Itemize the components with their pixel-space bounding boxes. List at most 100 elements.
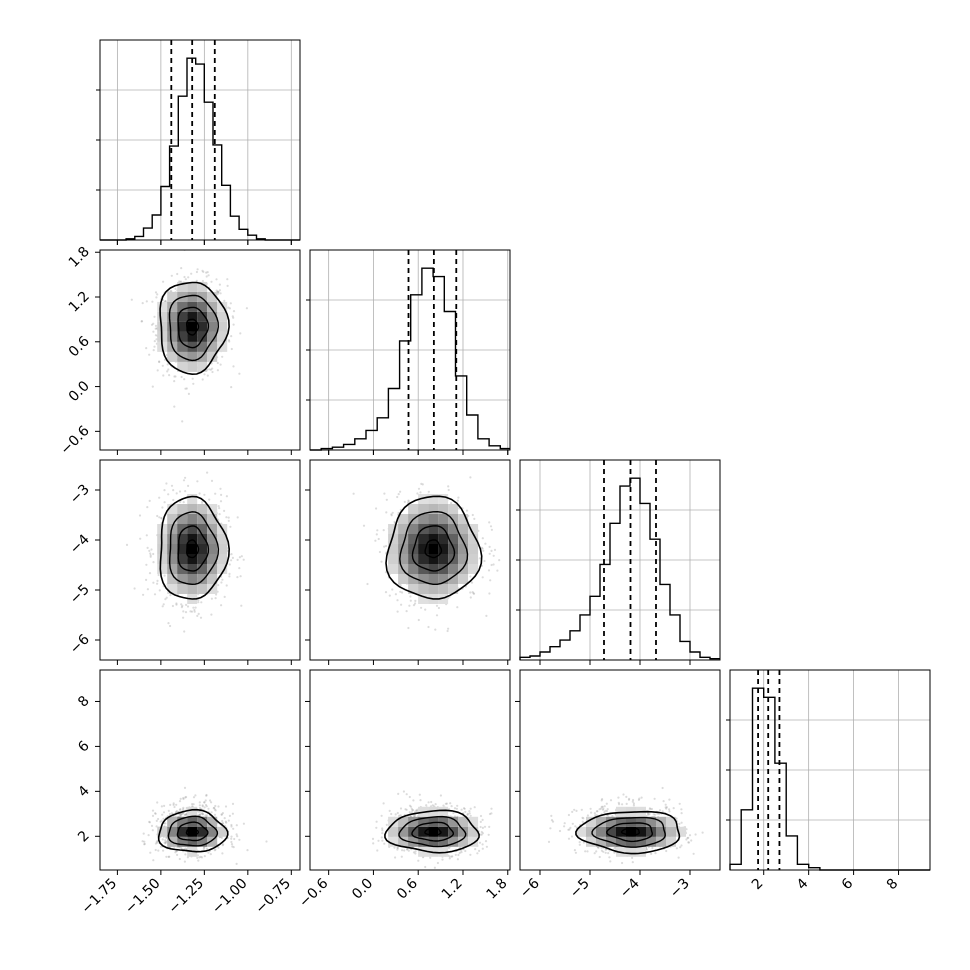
scatter-point <box>192 796 196 799</box>
density-cell <box>408 504 419 514</box>
density-cell <box>177 564 188 574</box>
scatter-point <box>230 823 233 827</box>
scatter-point <box>198 813 201 816</box>
scatter-point <box>158 589 161 592</box>
density-cell <box>448 836 459 847</box>
scatter-point <box>386 454 388 456</box>
scatter-point <box>402 790 405 793</box>
scatter-point <box>175 602 178 605</box>
scatter-point <box>185 795 188 799</box>
density-cell <box>207 826 218 837</box>
scatter-point <box>184 278 187 281</box>
scatter-point <box>381 832 384 835</box>
scatter-point <box>228 575 231 578</box>
scatter-point <box>380 814 383 817</box>
scatter-point <box>201 378 204 381</box>
scatter-point <box>156 579 159 583</box>
scatter-point <box>197 599 200 602</box>
scatter-point <box>152 330 155 333</box>
scatter-point <box>469 476 472 479</box>
scatter-point <box>189 610 192 613</box>
scatter-point <box>476 852 479 855</box>
scatter-point <box>473 517 476 521</box>
density-cell <box>187 361 198 372</box>
density-cell <box>197 826 208 837</box>
scatter-point <box>399 590 402 593</box>
density-cell <box>207 341 218 352</box>
scatter-point <box>156 582 159 585</box>
scatter-point <box>143 843 146 846</box>
scatter-point <box>151 300 154 303</box>
scatter-point <box>167 855 170 859</box>
scatter-point <box>407 849 410 852</box>
scatter-point <box>148 572 152 575</box>
density-cell <box>458 574 469 584</box>
scatter-point <box>414 850 417 853</box>
scatter-point <box>148 820 151 824</box>
scatter-point <box>183 786 187 790</box>
scatter-point <box>481 818 484 822</box>
scatter-point <box>152 552 155 556</box>
scatter-point <box>196 268 199 271</box>
density-cell <box>398 534 409 544</box>
scatter-point <box>469 575 472 578</box>
scatter-point <box>238 567 241 570</box>
scatter-point <box>470 581 474 584</box>
density-cell <box>217 544 228 554</box>
scatter-point <box>457 496 460 499</box>
density-cell <box>398 544 409 554</box>
density-cell <box>177 341 188 352</box>
panel-frame <box>309 459 511 661</box>
scatter-point <box>625 802 628 806</box>
scatter-point <box>169 594 172 597</box>
scatter-point <box>412 851 416 854</box>
scatter-point <box>420 606 423 609</box>
scatter-point <box>378 550 381 554</box>
scatter-point <box>403 849 406 852</box>
scatter-point <box>406 848 409 851</box>
density-cell <box>177 554 188 564</box>
scatter-point <box>442 804 445 807</box>
scatter-point <box>221 822 225 825</box>
scatter-point <box>458 851 461 855</box>
scatter-point <box>154 848 157 852</box>
scatter-point <box>150 548 153 551</box>
density-cell <box>167 321 178 332</box>
scatter-point <box>149 554 152 557</box>
density-cell <box>428 504 439 514</box>
scatter-point <box>148 353 151 356</box>
scatter-point <box>441 454 443 456</box>
density-cell <box>197 321 208 332</box>
scatter-point <box>195 279 198 282</box>
scatter-point <box>473 806 476 809</box>
scatter-point <box>178 857 181 861</box>
contour-2 <box>177 306 210 349</box>
density-cell <box>177 826 188 837</box>
density-cell <box>197 311 208 322</box>
scatter-point <box>162 811 166 814</box>
scatter-point <box>412 799 415 802</box>
scatter-point <box>401 849 404 852</box>
scatter-point <box>181 812 185 815</box>
scatter-point <box>164 300 167 303</box>
scatter-point <box>469 596 472 599</box>
scatter-point <box>658 809 662 812</box>
scatter-point <box>175 850 178 853</box>
scatter-point <box>558 829 562 833</box>
density-cell <box>458 564 469 574</box>
scatter-point <box>411 809 414 812</box>
scatter-point <box>206 271 209 274</box>
density-cell <box>167 301 178 312</box>
scatter-point <box>230 335 233 338</box>
density-cell <box>448 584 459 594</box>
density-cell <box>418 554 429 564</box>
scatter-point <box>407 500 410 503</box>
scatter-point <box>445 802 448 805</box>
scatter-point <box>156 514 159 518</box>
scatter-point <box>190 272 193 275</box>
scatter-point <box>265 840 268 843</box>
scatter-point <box>155 819 158 823</box>
scatter-point <box>466 812 469 816</box>
scatter-point <box>220 836 223 840</box>
scatter-point <box>145 563 148 566</box>
